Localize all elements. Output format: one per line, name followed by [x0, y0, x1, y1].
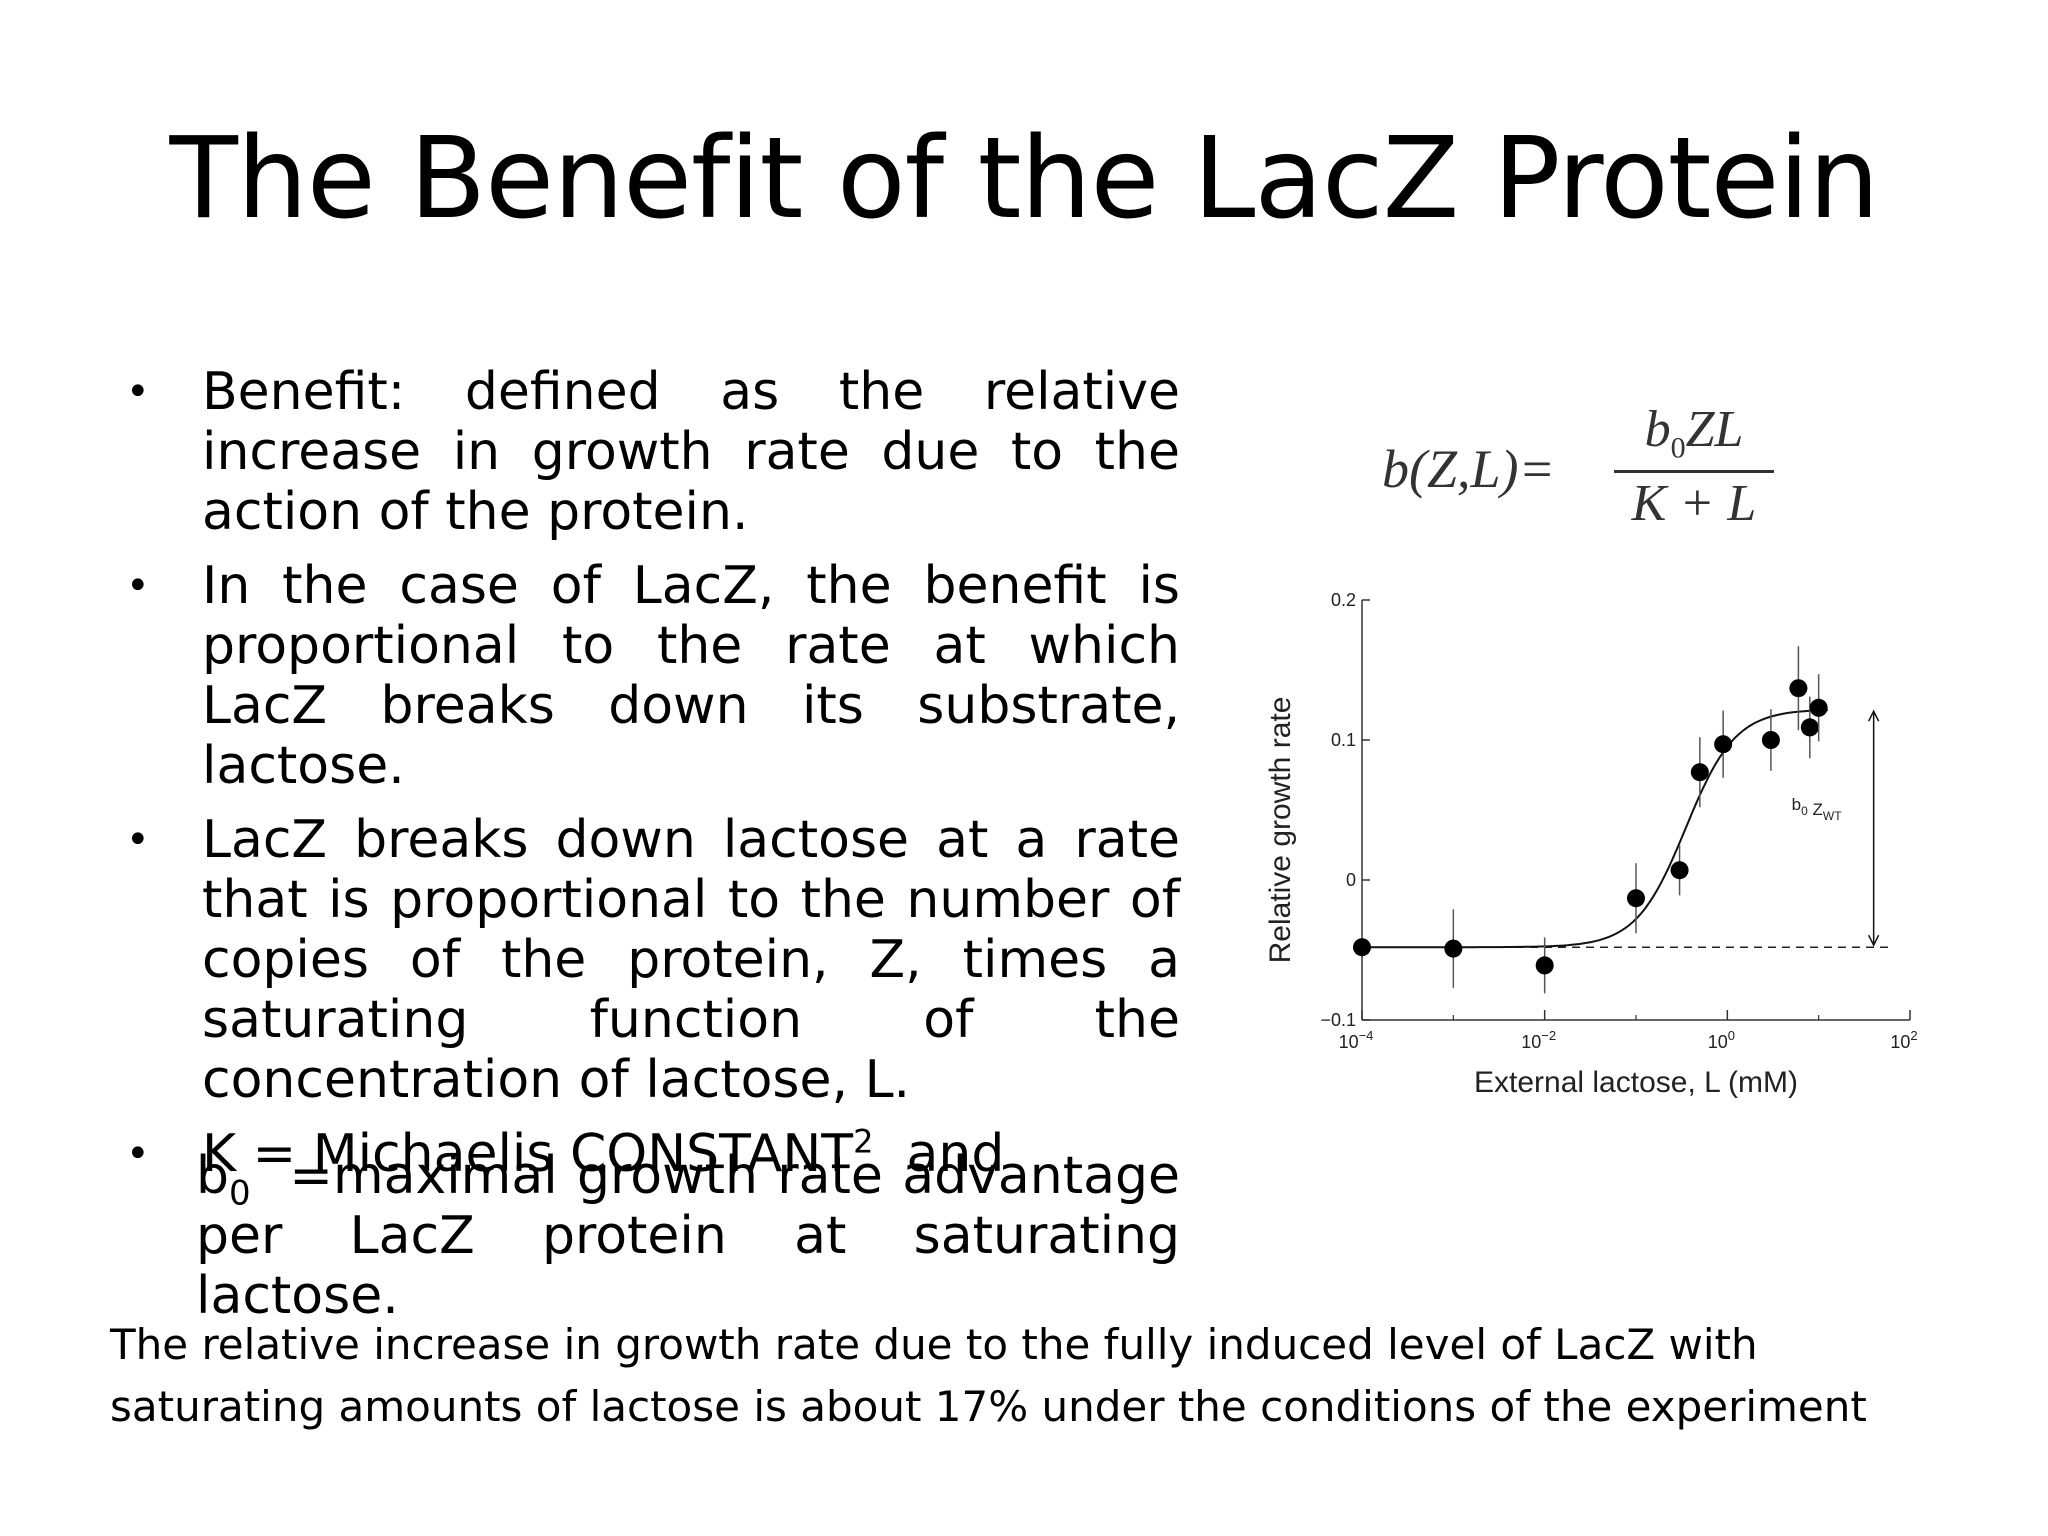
slide-title: The Benefit of the LacZ Protein — [169, 114, 1879, 244]
annotation-arrowhead-top — [1867, 709, 1880, 722]
data-point — [1809, 698, 1828, 717]
annotation-part: WT — [1823, 809, 1842, 823]
bullet-icon: • — [126, 1131, 150, 1177]
x-tick-label: 100 — [1708, 1028, 1735, 1052]
x-tick-label: 10−4 — [1339, 1028, 1374, 1052]
b0-definition-text: =maximal growth rate advantage — [289, 1146, 1180, 1206]
footnote-marker: 2 — [853, 1122, 874, 1161]
x-tick-exponent: 0 — [1728, 1028, 1735, 1043]
bullet-text: In the case of LacZ, the benefit is prop… — [202, 556, 1180, 796]
formula-numerator: b0ZL — [1614, 400, 1774, 465]
y-tick-label: −0.1 — [1320, 1010, 1356, 1030]
annotation-arrowhead-bottom — [1867, 934, 1880, 947]
data-point — [1670, 861, 1689, 880]
x-tick-label: 10−2 — [1521, 1028, 1556, 1052]
bullet-text: LacZ breaks down lactose at a rate that … — [202, 810, 1180, 1110]
benefit-formula: b(Z,L)= b0ZL K + L — [1378, 400, 1778, 540]
data-point — [1627, 889, 1645, 908]
x-tick-label: 102 — [1890, 1028, 1917, 1052]
y-tick-label: 0.2 — [1331, 590, 1356, 610]
growth-rate-chart: −0.1 0 0.1 0.2 10−4 10−2 100 102 External lactos… — [1264, 590, 1918, 1099]
data-point — [1353, 938, 1371, 957]
b0-definition-line-1: b0 =maximal growth rate advantage — [196, 1146, 1180, 1210]
data-point — [1789, 679, 1808, 698]
data-point — [1714, 735, 1733, 754]
bullet-text: K = Michaelis CONSTANT — [202, 1124, 854, 1184]
data-point — [1761, 731, 1780, 749]
x-tick-exponent: −4 — [1359, 1028, 1374, 1043]
y-tick-label: 0 — [1346, 870, 1356, 890]
data-point — [1444, 939, 1463, 958]
bullet-text: Benefit: defined as the relative increas… — [202, 362, 1180, 542]
annotation-part: Z — [1808, 800, 1823, 819]
bullet-icon: • — [126, 563, 150, 609]
x-tick-exponent: −2 — [1541, 1028, 1556, 1043]
b0-subscript: 0 — [229, 1173, 251, 1214]
bullet-list: • Benefit: defined as the relative increa… — [118, 362, 1180, 1198]
bullet-item: • Benefit: defined as the relative increa… — [118, 362, 1180, 542]
data-point — [1800, 718, 1819, 737]
annotation-part: 0 — [1801, 804, 1808, 818]
data-point — [1535, 956, 1554, 975]
y-tick-label: 0.1 — [1331, 730, 1356, 750]
fit-curve — [1362, 709, 1828, 949]
bullet-icon: • — [126, 369, 150, 415]
bullet-icon: • — [126, 817, 150, 863]
formula-coef-sub: 0 — [1670, 431, 1686, 465]
bullet-tail: and — [906, 1124, 1005, 1184]
formula-denominator: K + L — [1631, 475, 1757, 532]
data-point — [1690, 763, 1709, 782]
footnote-text: The relative increase in growth rate due… — [110, 1320, 1867, 1431]
b0-definition-line-2: per LacZ protein at saturating lactose. — [196, 1206, 1180, 1326]
bullet-item: • LacZ breaks down lactose at a rate that… — [118, 810, 1180, 1110]
x-axis-label: External lactose, L (mM) — [1474, 1066, 1798, 1099]
annotation-label: b0 ZWT — [1792, 795, 1843, 823]
bullet-item: • In the case of LacZ, the benefit is pro… — [118, 556, 1180, 796]
b0-definition: b0 =maximal growth rate advantage per La… — [196, 1146, 1180, 1326]
formula-lhs: b(Z,L)= — [1382, 439, 1555, 499]
b0-symbol: b — [196, 1146, 230, 1206]
formula-coef: b — [1644, 401, 1671, 458]
y-axis-label: Relative growth rate — [1264, 697, 1297, 964]
formula-numerator-vars: ZL — [1685, 401, 1744, 458]
x-tick-exponent: 2 — [1910, 1028, 1917, 1043]
bullet-item: • K = Michaelis CONSTANT2 and — [118, 1124, 1180, 1184]
fraction-bar — [1614, 470, 1774, 473]
